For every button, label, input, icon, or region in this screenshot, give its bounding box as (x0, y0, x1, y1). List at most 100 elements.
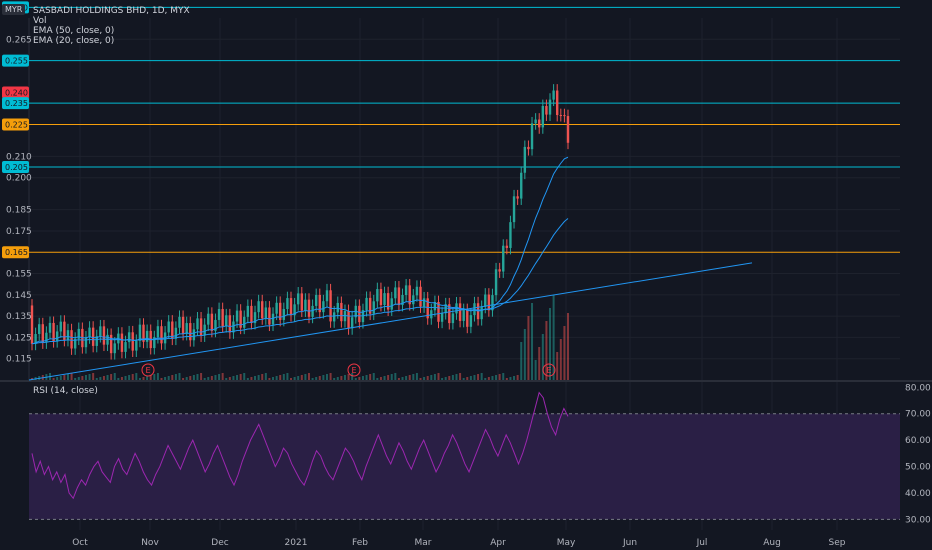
candle-body (440, 313, 444, 322)
candle-body (99, 326, 102, 337)
price-tick-label: 0.155 (6, 270, 32, 280)
candle-body (55, 331, 59, 342)
candle-body (545, 105, 548, 115)
volume-bar (556, 352, 559, 380)
volume-bar (81, 376, 84, 380)
candle-body (225, 315, 228, 327)
candle-body (404, 285, 408, 295)
candle-body (282, 309, 286, 320)
volume-bar (408, 375, 411, 380)
volume-bar (135, 373, 138, 380)
volume-bar (459, 373, 462, 380)
volume-bar (311, 378, 314, 380)
candle-body (199, 318, 203, 336)
volume-bar (106, 375, 109, 380)
volume-bar (110, 374, 113, 380)
price-tick-label: 0.265 (6, 35, 32, 45)
volume-bar (315, 377, 318, 380)
candle-body (512, 196, 516, 223)
vol-indicator-label[interactable]: Vol (33, 16, 47, 26)
candle-body (70, 330, 73, 349)
volume-bar (156, 373, 159, 380)
candle-body (268, 307, 271, 325)
candle-body (160, 326, 163, 344)
symbol-title[interactable]: SASBADI HOLDINGS BHD, 1D, MYX (33, 6, 190, 16)
candle-body (376, 289, 379, 302)
candle-body (181, 316, 185, 335)
volume-bar (293, 377, 296, 380)
rsi-band (29, 413, 900, 520)
volume-bar (77, 377, 80, 380)
volume-bar (379, 377, 382, 380)
candle-body (502, 245, 505, 272)
candle-body (480, 306, 483, 320)
price-tick-label: 0.125 (6, 333, 32, 343)
volume-bar (124, 376, 127, 380)
volume-bar (102, 376, 105, 380)
price-tag-badge (2, 86, 29, 99)
volume-bar (300, 375, 303, 380)
trendline[interactable] (28, 262, 753, 381)
candle-body (466, 310, 469, 327)
price-tick-label: 0.135 (6, 312, 32, 322)
candle-body (505, 245, 509, 248)
candle-body (156, 326, 160, 338)
candle-body (426, 298, 429, 319)
volume-bar (279, 375, 282, 380)
volume-bar (138, 378, 141, 380)
time-axis[interactable]: Oct Nov Dec 2021 Feb Mar Apr May Jun Jul Aug Sep (72, 538, 846, 548)
earnings-marker-label: E (351, 366, 356, 375)
candle-body (102, 326, 106, 345)
candle-body (534, 119, 537, 124)
price-axis[interactable]: 0.115 0.125 0.135 0.145 0.155 0.175 0.185 0.200… (6, 35, 32, 364)
volume-bar (329, 373, 332, 380)
volume-bar (232, 376, 235, 380)
rsi-tick-label: 40.00 (905, 489, 931, 499)
candle-body (189, 323, 192, 341)
time-tick-label: Nov (141, 538, 159, 548)
ascending-trendline (28, 262, 753, 381)
volume-bar (441, 378, 444, 380)
volume-bar (264, 373, 267, 380)
rsi-polyline (31, 391, 569, 500)
candle-body (358, 305, 361, 323)
volume-bar (66, 374, 69, 380)
candle-body (297, 293, 300, 305)
rsi-axis[interactable]: 30.00 40.00 50.00 60.00 70.00 80.00 (905, 383, 931, 525)
volume-bar (207, 377, 210, 380)
ema-lines (31, 156, 569, 345)
candle-body (415, 286, 419, 296)
volume-bar (88, 374, 91, 380)
candle-body (48, 322, 52, 333)
candle-body (372, 301, 375, 314)
volume-bar (218, 374, 221, 380)
ema20-indicator-label[interactable]: EMA (20, close, 0) (33, 36, 115, 46)
candle-body (34, 334, 37, 344)
volume-bar (340, 376, 343, 380)
volume-bar (275, 376, 278, 380)
volume-bar (95, 378, 98, 380)
volume-bar (99, 377, 102, 380)
earnings-marker: E (141, 363, 155, 377)
volume-bar (480, 373, 483, 380)
currency-badge[interactable]: MYR (2, 4, 26, 15)
rsi-legend[interactable]: RSI (14, close) (33, 386, 98, 396)
candle-body (289, 298, 293, 316)
candle-body (196, 318, 199, 330)
volume-bar (92, 373, 95, 380)
volume-bar (538, 347, 541, 380)
volume-bar (495, 375, 498, 380)
volume-bar (520, 342, 523, 380)
candle-body (469, 315, 473, 327)
ema50-indicator-label[interactable]: EMA (50, close, 0) (33, 26, 115, 36)
volume-bar (455, 374, 458, 380)
volume-bar (246, 378, 249, 380)
volume-bar (397, 378, 400, 380)
volume-bar (405, 376, 408, 380)
earnings-marker-circle (141, 363, 155, 377)
volume-bar (545, 321, 548, 380)
candle-body (131, 332, 134, 351)
candle-body (368, 297, 372, 314)
